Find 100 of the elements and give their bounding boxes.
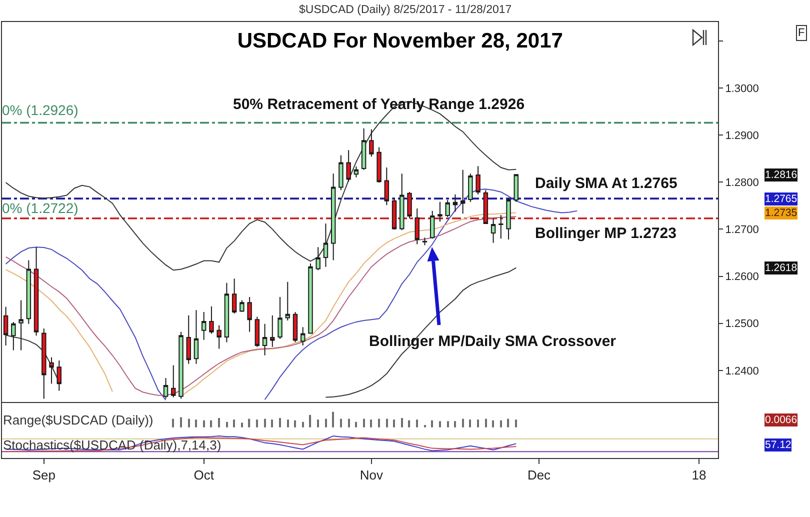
candlestick — [384, 167, 390, 206]
candlestick — [346, 150, 351, 182]
candlestick — [490, 218, 496, 244]
bar — [248, 418, 250, 428]
y-tick-label: 1.2800 — [725, 176, 759, 189]
bar — [302, 422, 304, 428]
bar — [515, 420, 517, 428]
candlestick — [460, 169, 466, 214]
candlestick — [498, 214, 504, 240]
candlestick — [3, 306, 8, 346]
bar — [332, 412, 334, 428]
bar — [378, 418, 380, 428]
candlestick — [414, 208, 420, 245]
bar — [355, 422, 357, 428]
x-tick-label: Nov — [360, 468, 384, 483]
bar — [172, 418, 174, 428]
x-tick-label: 18 — [692, 468, 706, 483]
candlestick — [300, 326, 306, 346]
text: 1.2735 — [765, 207, 798, 219]
bar — [203, 420, 205, 428]
bar — [180, 417, 182, 428]
ref-line-label: Daily SMA At 1.2765 — [535, 175, 678, 192]
y-tick-label: 1.2900 — [725, 130, 759, 142]
annotation: 0% (1.2722) — [2, 200, 78, 216]
y-tick-label: 1.2400 — [725, 365, 759, 378]
candlestick — [445, 199, 450, 218]
bar — [500, 420, 502, 428]
candlestick — [26, 260, 32, 324]
bar — [393, 420, 395, 428]
candlestick — [56, 360, 62, 392]
candlestick — [392, 197, 397, 230]
candlestick — [254, 316, 260, 348]
y-tick-label: 1.2700 — [725, 224, 759, 236]
candlestick — [438, 201, 442, 222]
bar — [210, 420, 212, 428]
bar — [294, 420, 296, 428]
chart-title: Stochastics($USDCAD (Daily),7,14,3) — [3, 438, 222, 453]
bar — [348, 418, 350, 428]
candlestick — [278, 296, 282, 340]
bar — [325, 418, 327, 428]
candlestick — [361, 128, 366, 170]
candlestick — [400, 173, 404, 231]
candlestick — [369, 128, 374, 158]
x-tick-label: Dec — [527, 468, 552, 483]
x-tick-label: Oct — [194, 468, 214, 483]
candlestick — [483, 190, 488, 225]
candlestick — [285, 281, 290, 322]
candlestick — [201, 312, 206, 340]
bar — [386, 418, 388, 428]
candlestick — [171, 364, 176, 398]
bar — [447, 421, 449, 428]
candlestick — [178, 331, 184, 400]
bar — [195, 420, 197, 428]
chart-subtitle: $USDCAD (Daily) 8/25/2017 - 11/28/2017 — [299, 4, 512, 16]
bar — [408, 420, 410, 428]
y-tick-label: 1.2500 — [725, 318, 759, 330]
candlestick — [186, 314, 191, 364]
x-tick-label: Sep — [32, 468, 56, 483]
text: F — [798, 27, 805, 39]
bar — [485, 418, 487, 428]
bar — [454, 421, 456, 428]
bar — [226, 422, 228, 428]
candlestick — [224, 282, 230, 343]
chart-title: USDCAD For November 28, 2017 — [237, 29, 563, 52]
candlestick — [422, 237, 428, 246]
bar — [431, 420, 433, 428]
text: 1.2618 — [765, 262, 798, 274]
text: 1.2765 — [765, 193, 798, 205]
candlestick — [216, 324, 222, 350]
candlestick — [430, 210, 435, 240]
bar — [370, 420, 372, 428]
ref-line-label: Bollinger MP 1.2723 — [535, 225, 676, 242]
candlestick — [323, 223, 328, 268]
candlestick — [330, 173, 336, 261]
candlestick — [338, 154, 344, 191]
bar — [279, 418, 281, 428]
bar — [416, 420, 418, 428]
candlestick — [292, 312, 298, 343]
bar — [287, 420, 289, 428]
candlestick — [308, 263, 313, 334]
candlestick — [194, 310, 199, 364]
bar — [309, 414, 312, 428]
bar — [233, 420, 235, 428]
bar — [264, 418, 266, 428]
bar — [363, 418, 365, 428]
bar — [340, 418, 342, 428]
candlestick — [209, 306, 214, 334]
bar — [256, 420, 258, 428]
chart-title: Range($USDCAD (Daily)) — [3, 412, 154, 428]
candlestick — [11, 321, 16, 351]
candlestick — [163, 377, 168, 400]
text: 57.12 — [765, 439, 792, 451]
bar — [271, 420, 273, 428]
candlestick — [232, 278, 237, 314]
y-tick-label: 1.2600 — [725, 271, 759, 284]
bar — [218, 418, 220, 428]
candlestick — [270, 314, 275, 348]
bar — [462, 418, 464, 428]
bar — [317, 420, 319, 428]
candlestick — [476, 166, 480, 195]
